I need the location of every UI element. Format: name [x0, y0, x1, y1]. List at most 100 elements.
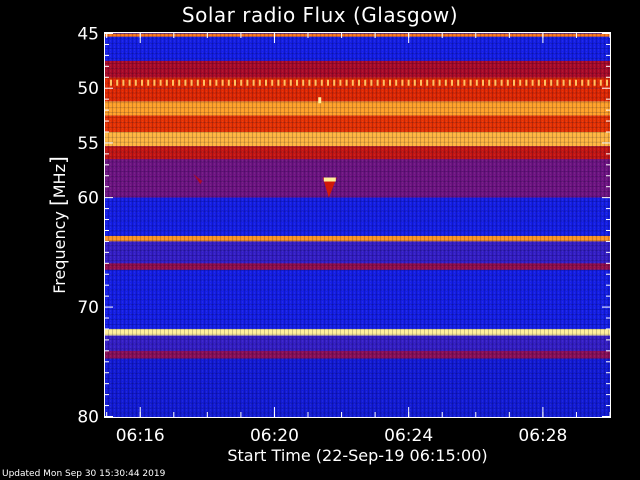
- interference-dot: [258, 79, 261, 86]
- plot-frame: [104, 32, 611, 418]
- interference-dot: [184, 79, 187, 86]
- y-tick-label-60: 60: [77, 189, 99, 209]
- interference-dot: [494, 79, 497, 86]
- interference-dot: [475, 79, 478, 86]
- interference-dot: [457, 79, 460, 86]
- interference-dot: [345, 79, 348, 86]
- interference-dot: [308, 79, 311, 86]
- interference-dot: [401, 79, 404, 86]
- interference-dot: [128, 79, 131, 86]
- burst-core-0: [323, 177, 336, 182]
- interference-dot: [488, 79, 491, 86]
- interference-dot: [141, 79, 143, 86]
- interference-dot: [364, 79, 367, 86]
- y-tick-label-45: 45: [77, 25, 99, 45]
- interference-dot: [575, 79, 577, 86]
- interference-dot: [221, 79, 224, 86]
- interference-dot: [420, 79, 422, 86]
- interference-dot: [252, 79, 255, 86]
- interference-dot: [339, 79, 342, 86]
- interference-dot: [203, 79, 205, 86]
- interference-dot: [407, 79, 410, 86]
- interference-dot: [531, 79, 534, 86]
- interference-dot: [351, 79, 354, 86]
- y-tick-label-50: 50: [77, 79, 99, 99]
- interference-dot: [550, 79, 553, 86]
- interference-dot: [544, 79, 546, 86]
- interference-dot: [556, 79, 559, 86]
- interference-dot: [296, 79, 298, 86]
- interference-dot: [587, 79, 590, 86]
- interference-dot: [389, 79, 391, 86]
- interference-dot: [302, 79, 305, 86]
- interference-dot: [519, 79, 522, 86]
- interference-dot: [333, 79, 336, 86]
- interference-dot: [469, 79, 472, 86]
- interference-dot: [178, 79, 181, 86]
- interference-dot: [451, 79, 453, 86]
- noise-texture: [105, 33, 610, 417]
- interference-dot: [426, 79, 429, 86]
- interference-dot: [271, 79, 274, 86]
- x-tick-label-06:24: 06:24: [384, 426, 433, 446]
- interference-dot: [153, 79, 156, 86]
- x-tick-label-06:28: 06:28: [518, 426, 567, 446]
- interference-dot: [599, 79, 602, 86]
- interference-dot: [196, 79, 199, 86]
- interference-dot: [283, 79, 286, 86]
- interference-dot: [500, 79, 503, 86]
- interference-dot: [147, 79, 150, 86]
- interference-dot: [444, 79, 447, 86]
- interference-dot: [382, 79, 385, 86]
- interference-dot: [413, 79, 416, 86]
- interference-dot: [568, 79, 571, 86]
- interference-dot: [165, 79, 168, 86]
- interference-dot: [482, 79, 484, 86]
- y-tick-label-80: 80: [77, 408, 99, 428]
- interference-dot: [246, 79, 249, 86]
- interference-dot: [209, 79, 212, 86]
- interference-dot: [265, 79, 267, 86]
- burst-2: [318, 97, 322, 104]
- interference-dot: [562, 79, 565, 86]
- burst-markers: [193, 97, 337, 198]
- interference-dot: [376, 79, 379, 86]
- interference-dot: [525, 79, 528, 86]
- burst-0: [322, 177, 337, 198]
- interference-dot: [240, 79, 243, 86]
- interference-dot: [289, 79, 292, 86]
- interference-dot: [438, 79, 441, 86]
- interference-dot: [463, 79, 466, 86]
- interference-dot: [215, 79, 218, 86]
- interference-dot: [432, 79, 435, 86]
- x-tick-label-06:16: 06:16: [116, 426, 165, 446]
- interference-dot: [190, 79, 193, 86]
- interference-dot: [110, 79, 112, 86]
- interference-dot: [606, 79, 608, 86]
- chart-title: Solar radio Flux (Glasgow): [181, 3, 459, 27]
- burst-1: [193, 174, 203, 185]
- y-tick-label-70: 70: [77, 298, 99, 318]
- axes: 45 50 55 60 70 80 06:16 06:20 06:24 06:28: [77, 25, 611, 446]
- interference-dots: [110, 79, 608, 86]
- interference-dot: [395, 79, 398, 86]
- x-axis-label: Start Time (22-Sep-19 06:15:00): [227, 446, 488, 465]
- interference-dot: [134, 79, 137, 86]
- x-tick-label-06:20: 06:20: [250, 426, 299, 446]
- interference-dot: [172, 79, 174, 86]
- updated-timestamp: Updated Mon Sep 30 15:30:44 2019: [2, 469, 166, 479]
- interference-dot: [327, 79, 329, 86]
- interference-dot: [277, 79, 280, 86]
- interference-dot: [593, 79, 596, 86]
- interference-dot: [227, 79, 230, 86]
- interference-dot: [370, 79, 373, 86]
- interference-dot: [581, 79, 584, 86]
- interference-dot: [506, 79, 509, 86]
- interference-dot: [122, 79, 125, 86]
- interference-dot: [320, 79, 323, 86]
- interference-dot: [159, 79, 162, 86]
- interference-dot: [234, 79, 236, 86]
- interference-dot: [537, 79, 540, 86]
- interference-dot: [314, 79, 317, 86]
